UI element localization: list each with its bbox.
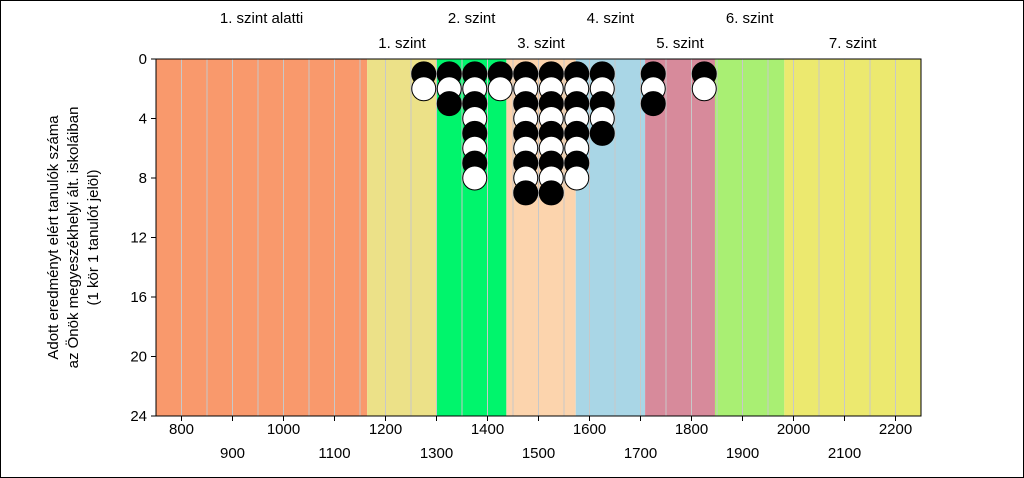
student-circle-1325-3 xyxy=(436,91,462,117)
student-circle-1825-2 xyxy=(691,76,717,102)
level-band-1-szint xyxy=(367,59,438,416)
x-tick-label-1700: 1700 xyxy=(624,445,657,462)
y-axis-label-line-1: Adott eredményt elért tanulók száma xyxy=(45,115,62,360)
level-band-7-szint xyxy=(784,59,921,416)
y-axis-label-line-3: (1 kör 1 tanulót jelöl) xyxy=(85,170,102,306)
y-tick-label-8: 8 xyxy=(139,170,147,187)
level-label-1-szint-alatti: 1. szint alatti xyxy=(220,10,303,27)
level-labels: 1. szint alatti 1. szint 2. szint 3. szint 4… xyxy=(220,10,877,52)
y-axis-label: Adott eredményt elért tanulók száma az Ön… xyxy=(45,107,102,369)
level-band-1-szint-alatti xyxy=(156,59,368,416)
level-label-2-szint: 2. szint xyxy=(448,10,496,27)
student-circle-1725-3 xyxy=(640,91,666,117)
level-band-5-szint xyxy=(645,59,715,416)
x-tick-label-800: 800 xyxy=(169,421,194,438)
y-tick-label-24: 24 xyxy=(130,408,147,425)
level-band-6-szint xyxy=(714,59,785,416)
level-label-5-szint: 5. szint xyxy=(656,35,704,52)
student-circle-1375-8 xyxy=(462,165,488,191)
student-circle-1575-8 xyxy=(564,165,590,191)
x-tick-label-1000: 1000 xyxy=(267,421,300,438)
x-tick-label-1400: 1400 xyxy=(471,421,504,438)
y-tick-label-12: 12 xyxy=(130,230,147,247)
x-tick-label-2100: 2100 xyxy=(828,445,861,462)
student-circle-1475-9 xyxy=(513,180,539,206)
level-label-7-szint: 7. szint xyxy=(829,35,877,52)
student-circle-1525-9 xyxy=(538,180,564,206)
student-circles xyxy=(411,61,717,206)
x-tick-label-1800: 1800 xyxy=(675,421,708,438)
x-tick-label-1200: 1200 xyxy=(369,421,402,438)
x-tick-label-900: 900 xyxy=(220,445,245,462)
y-axis-label-line-2: az Önök megyeszékhelyi ált. iskoláiban xyxy=(64,107,82,369)
level-label-4-szint: 4. szint xyxy=(587,10,635,27)
level-label-1-szint: 1. szint xyxy=(378,35,426,52)
axes: 0 4 8 12 16 20 24 800 1000 1200 1400 1600 1800 2000 22… xyxy=(130,51,922,462)
y-tick-label-16: 16 xyxy=(130,289,147,306)
x-tick-label-1600: 1600 xyxy=(573,421,606,438)
x-tick-label-1100: 1100 xyxy=(318,445,350,462)
x-tick-label-2200: 2200 xyxy=(879,421,912,438)
student-circle-1625-5 xyxy=(589,120,615,146)
x-tick-label-2000: 2000 xyxy=(777,421,810,438)
y-tick-label-20: 20 xyxy=(130,349,147,366)
grid-lines xyxy=(181,59,896,416)
x-tick-label-1300: 1300 xyxy=(420,445,453,462)
student-circle-1425-2 xyxy=(487,76,513,102)
level-label-3-szint: 3. szint xyxy=(517,35,565,52)
y-tick-label-0: 0 xyxy=(139,51,147,68)
x-tick-label-1900: 1900 xyxy=(726,445,759,462)
level-label-6-szint: 6. szint xyxy=(726,10,774,27)
student-circle-1275-2 xyxy=(411,76,437,102)
x-tick-label-1500: 1500 xyxy=(522,445,555,462)
y-tick-label-4: 4 xyxy=(139,111,147,128)
